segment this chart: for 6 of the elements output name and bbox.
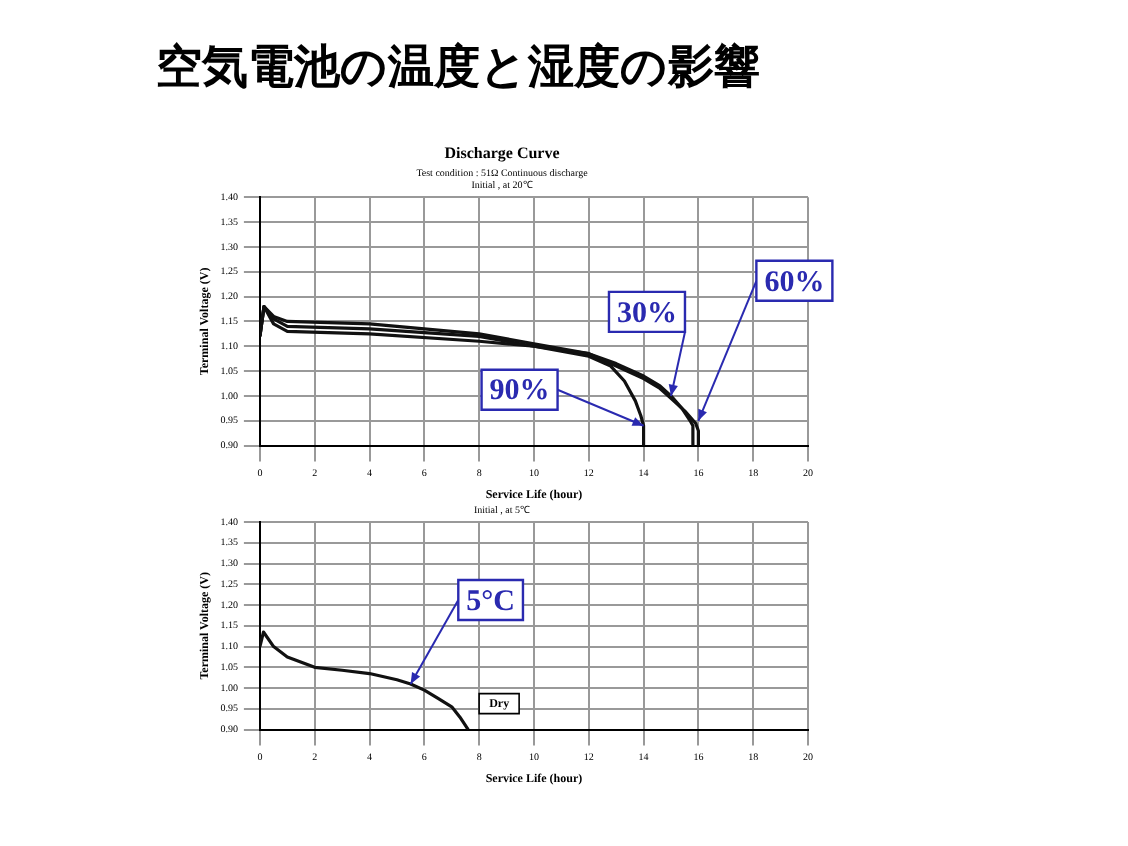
annotation: 30% bbox=[616, 297, 677, 330]
annotation: 90% bbox=[489, 375, 550, 408]
text: 空気電池の温度と湿度の影響 bbox=[156, 40, 760, 98]
annotation: 60% bbox=[764, 266, 825, 299]
chart-title: Discharge Curve bbox=[444, 143, 561, 162]
annotation: 5°C bbox=[466, 585, 515, 618]
